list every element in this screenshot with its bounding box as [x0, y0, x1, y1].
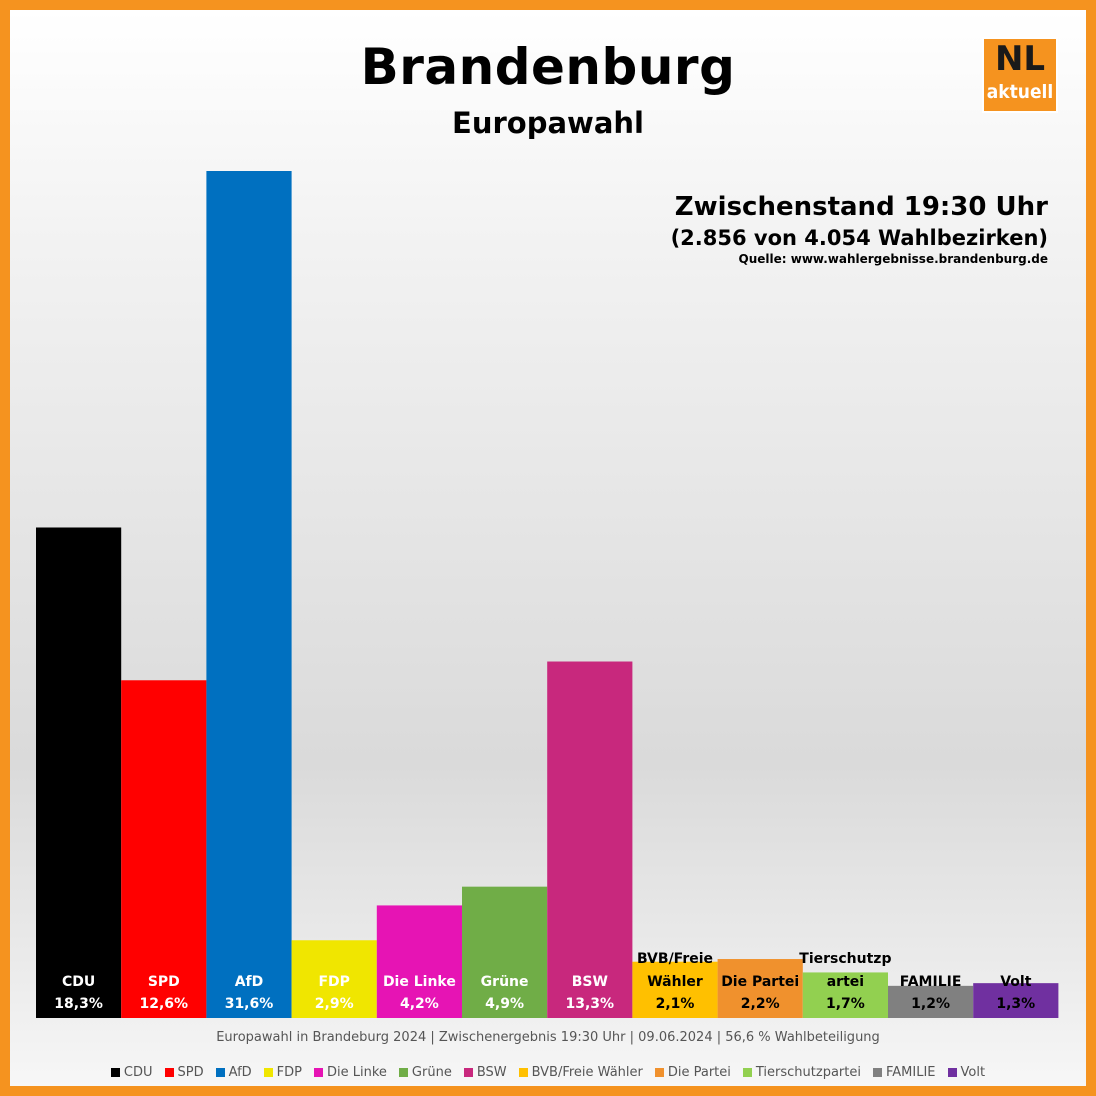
- bar-label-die-partei: Die Partei: [721, 974, 799, 990]
- value-label-gr-ne: 4,9%: [485, 996, 524, 1012]
- bar-label-familie: FAMILIE: [900, 974, 962, 990]
- bar-label-bsw: BSW: [572, 974, 608, 990]
- legend-label: Die Linke: [327, 1065, 387, 1080]
- legend-item-die-linke: Die Linke: [314, 1065, 387, 1080]
- legend-label: SPD: [177, 1065, 204, 1080]
- chart-title: Brandenburg: [360, 38, 736, 96]
- legend-item-spd: SPD: [164, 1065, 204, 1080]
- bar-familie: [888, 985, 974, 1018]
- legend-item-volt: Volt: [947, 1065, 986, 1080]
- legend-label: CDU: [123, 1065, 153, 1080]
- bar-label-cdu: CDU: [62, 974, 95, 990]
- value-label-bsw: 13,3%: [566, 996, 615, 1012]
- footnote: Europawahl in Brandeburg 2024 | Zwischen…: [216, 1030, 880, 1045]
- bar-label-die-linke: Die Linke: [383, 974, 456, 990]
- logo-main-text: NL: [994, 39, 1046, 79]
- legend-swatch: [872, 1068, 882, 1077]
- chart-frame: Brandenburg Europawahl NL aktuell Zwisch…: [10, 10, 1086, 1086]
- legend-item-bvb-freie-w-hler: BVB/Freie Wähler: [518, 1065, 643, 1080]
- bar-label-gr-ne: Grüne: [481, 974, 529, 990]
- legend-swatch: [164, 1068, 174, 1077]
- value-label-volt: 1,3%: [996, 996, 1035, 1012]
- legend-label: FDP: [276, 1065, 302, 1080]
- source-note: Quelle: www.wahlergebnisse.brandenburg.d…: [738, 252, 1048, 266]
- legend-label: Tierschutzpartei: [755, 1065, 861, 1080]
- legend-swatch: [110, 1068, 120, 1077]
- bar-label-tierschutzpartei: artei: [827, 974, 864, 990]
- value-label-tierschutzpartei: 1,7%: [826, 996, 865, 1012]
- legend: CDU SPD AfD FDP Die Linke Grüne BSW BVB/Freie W…: [10, 1065, 1086, 1080]
- legend-item-gr-ne: Grüne: [398, 1065, 452, 1080]
- legend-swatch: [518, 1068, 528, 1077]
- logo-sub-text: aktuell: [986, 81, 1054, 103]
- value-label-afd: 31,6%: [225, 996, 274, 1012]
- bar-bsw: [547, 661, 633, 1018]
- bar-label-bvb-freie-w-hler: BVB/Freie: [637, 951, 713, 967]
- legend-item-fdp: FDP: [263, 1065, 302, 1080]
- bar-die-linke: [376, 905, 462, 1018]
- bar-die-partei: [717, 959, 803, 1018]
- bar-afd: [206, 171, 292, 1018]
- legend-label: FAMILIE: [885, 1065, 936, 1080]
- bar-spd: [121, 680, 207, 1018]
- legend-swatch: [742, 1068, 752, 1077]
- districts-counted: (2.856 von 4.054 Wahlbezirken): [670, 226, 1048, 250]
- bar-fdp: [291, 940, 377, 1018]
- bar-tierschutzpartei: [802, 972, 888, 1018]
- bar-bvb-freie-w-hler: [632, 961, 718, 1018]
- nl-aktuell-logo: NL aktuell: [982, 37, 1058, 113]
- bar-cdu: [36, 527, 122, 1018]
- legend-item-bsw: BSW: [463, 1065, 507, 1080]
- value-label-fdp: 2,9%: [315, 996, 354, 1012]
- status-heading: Zwischenstand 19:30 Uhr: [674, 192, 1048, 222]
- legend-label: BSW: [476, 1065, 507, 1080]
- legend-label: Volt: [960, 1065, 986, 1080]
- bar-label-spd: SPD: [148, 974, 180, 990]
- legend-swatch: [263, 1068, 273, 1077]
- legend-swatch: [654, 1068, 664, 1077]
- legend-swatch: [314, 1068, 323, 1077]
- value-label-bvb-freie-w-hler: 2,1%: [656, 996, 695, 1012]
- legend-item-die-partei: Die Partei: [654, 1065, 731, 1080]
- legend-label: Grüne: [411, 1065, 452, 1080]
- bar-label-tierschutzpartei: Tierschutzp: [799, 951, 891, 967]
- value-label-familie: 1,2%: [911, 996, 950, 1012]
- value-label-die-partei: 2,2%: [741, 996, 780, 1012]
- legend-item-cdu: CDU: [110, 1065, 153, 1080]
- bar-volt: [973, 983, 1059, 1018]
- value-label-die-linke: 4,2%: [400, 996, 439, 1012]
- legend-item-afd: AfD: [215, 1065, 252, 1080]
- legend-item-familie: FAMILIE: [872, 1065, 936, 1080]
- legend-swatch: [398, 1068, 408, 1077]
- value-label-cdu: 18,3%: [54, 996, 103, 1012]
- legend-swatch: [947, 1068, 957, 1077]
- legend-swatch: [463, 1068, 473, 1077]
- bar-label-volt: Volt: [1000, 974, 1031, 990]
- bar-chart: CDU 18,3% SPD 12,6% AfD 31,6% FDP 2,9% Die Linke…: [36, 171, 1059, 1018]
- legend-label: Die Partei: [667, 1065, 731, 1080]
- legend-label: AfD: [228, 1065, 252, 1080]
- bar-label-fdp: FDP: [318, 974, 349, 990]
- legend-label: BVB/Freie Wähler: [531, 1065, 643, 1080]
- bar-label-bvb-freie-w-hler: Wähler: [647, 974, 703, 990]
- bar-gr-ne: [462, 886, 548, 1018]
- legend-item-tierschutzpartei: Tierschutzpartei: [742, 1065, 861, 1080]
- bar-label-afd: AfD: [235, 974, 264, 990]
- legend-swatch: [215, 1068, 225, 1077]
- chart-subtitle: Europawahl: [452, 106, 644, 140]
- value-label-spd: 12,6%: [140, 996, 189, 1012]
